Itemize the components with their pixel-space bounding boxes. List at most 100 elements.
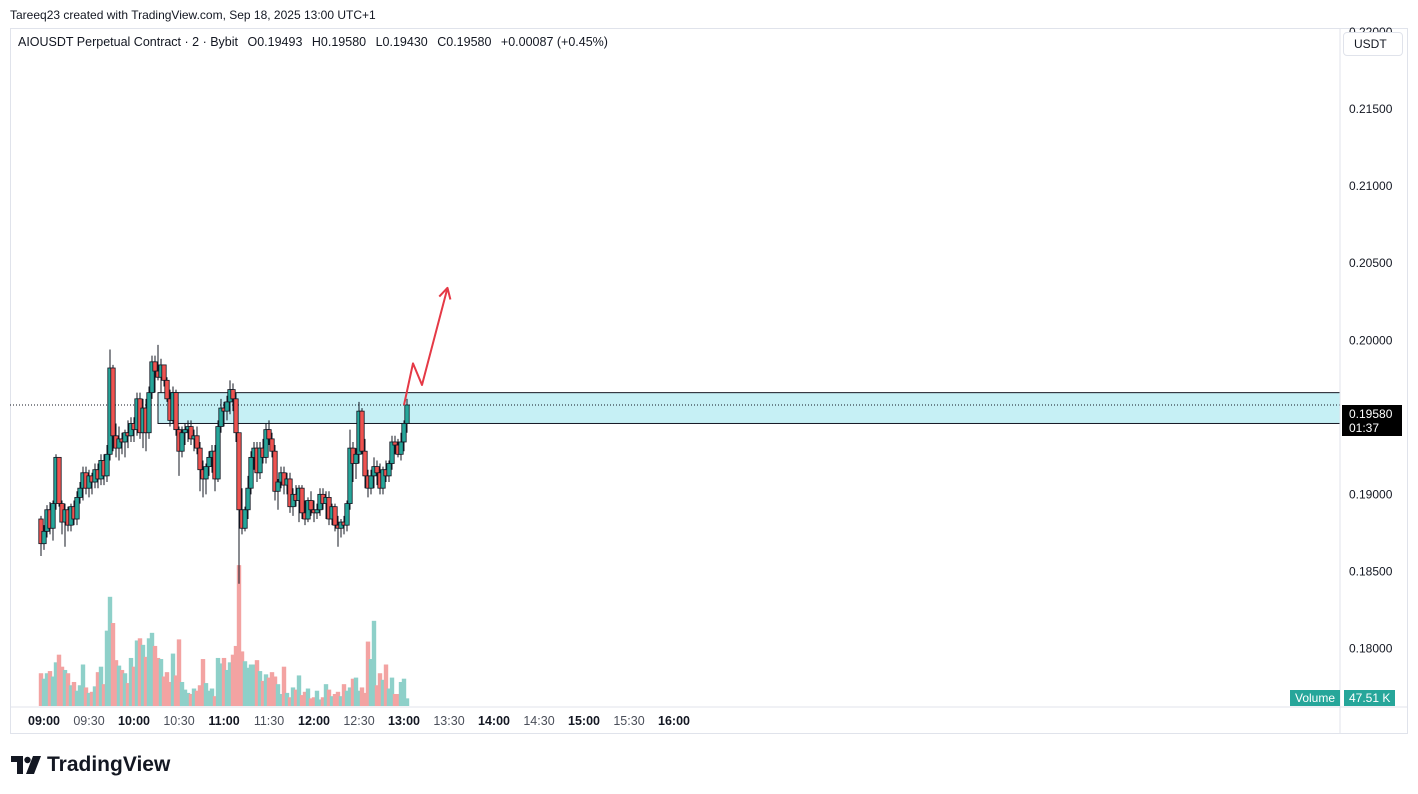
volume-bar	[104, 630, 110, 706]
candle-body	[50, 503, 56, 529]
volume-bar	[122, 673, 128, 706]
time-tick-label: 15:00	[568, 714, 600, 728]
candle-body	[230, 389, 236, 400]
volume-bar	[176, 639, 182, 706]
currency-button[interactable]: USDT	[1343, 32, 1403, 56]
volume-bar	[317, 699, 323, 706]
volume-bar	[242, 661, 248, 706]
tradingview-logo-icon	[11, 756, 41, 774]
volume-bar	[221, 657, 227, 706]
volume-bar	[125, 683, 131, 706]
price-tick-label: 0.21000	[1349, 179, 1393, 193]
volume-bar	[62, 669, 68, 706]
volume-bar	[401, 678, 407, 706]
volume-bar	[263, 674, 269, 706]
volume-bar	[398, 681, 404, 706]
volume-bar	[338, 696, 344, 706]
volume-bar	[335, 691, 341, 706]
volume-bar	[47, 671, 53, 706]
volume-bar	[374, 685, 380, 706]
candle-body	[188, 426, 194, 440]
volume-bar	[71, 681, 77, 706]
volume-bar	[113, 660, 119, 706]
volume-bar	[329, 696, 335, 706]
candle-body	[74, 497, 80, 520]
volume-bar	[128, 657, 134, 706]
candle-body	[236, 432, 242, 511]
volume-bar	[320, 697, 326, 706]
volume-bar	[395, 693, 401, 706]
volume-bar	[311, 697, 317, 706]
candle-body	[275, 481, 281, 492]
last-price-value: 0.19580	[1349, 407, 1393, 421]
candle-body	[362, 450, 368, 477]
bar-countdown: 01:37	[1349, 421, 1380, 435]
volume-bar	[386, 688, 392, 706]
volume-bar	[41, 678, 47, 706]
volume-bar	[56, 654, 62, 706]
volume-bar	[266, 677, 272, 706]
volume-bar	[77, 685, 83, 706]
candle-body	[161, 364, 167, 381]
time-tick-label: 15:30	[613, 714, 644, 728]
chart-credit: Tareeq23 created with TradingView.com, S…	[10, 8, 376, 22]
candle-body	[266, 429, 272, 440]
volume-bar	[359, 687, 365, 706]
volume-bar	[305, 688, 311, 706]
volume-bar	[344, 690, 350, 706]
volume-bar	[293, 689, 299, 706]
volume-bar	[326, 689, 332, 706]
candle-body	[77, 487, 83, 498]
resistance-zone-layer	[10, 392, 1341, 424]
volume-bar	[119, 669, 125, 706]
volume-bar	[182, 689, 188, 706]
projection-arrow-layer	[403, 286, 452, 406]
tradingview-logo[interactable]: TradingView	[11, 753, 170, 777]
candle-body	[104, 453, 110, 477]
volume-bar	[290, 687, 296, 706]
ohlc-open: O0.19493	[247, 35, 303, 49]
candle-body	[389, 441, 395, 464]
volume-bar	[383, 664, 389, 706]
price-tick-label: 0.18500	[1349, 564, 1393, 578]
candle-body	[146, 392, 152, 434]
volume-bar	[278, 693, 284, 706]
candle-body	[41, 530, 47, 545]
candle-body	[179, 432, 185, 452]
volume-bar	[152, 645, 158, 706]
candle-body	[401, 423, 407, 443]
candle-body	[380, 469, 386, 489]
volume-bar	[224, 669, 230, 706]
time-tick-label: 10:30	[163, 714, 194, 728]
chart-frame	[10, 28, 1408, 734]
volume-layer	[38, 565, 410, 706]
candle-body	[206, 456, 212, 468]
candle-body	[242, 509, 248, 529]
time-tick-label: 16:00	[658, 714, 690, 728]
ohlc-close: C0.19580	[437, 35, 492, 49]
volume-bar	[92, 686, 98, 706]
time-tick-label: 11:30	[254, 714, 284, 728]
time-tick-label: 14:30	[523, 714, 554, 728]
candle-body	[344, 503, 350, 526]
volume-bar	[377, 673, 383, 706]
candle-body	[218, 407, 224, 427]
volume-bar	[98, 666, 104, 706]
volume-bar	[350, 678, 356, 706]
candle-body	[269, 438, 275, 452]
volume-bar	[272, 676, 278, 706]
candle-body	[203, 466, 209, 480]
candle-body	[56, 456, 62, 505]
volume-bar	[146, 638, 152, 706]
volume-bar	[308, 698, 314, 706]
volume-bar	[83, 687, 89, 706]
brand-name: TradingView	[47, 753, 171, 776]
volume-bar	[284, 692, 290, 706]
candle-body	[392, 441, 398, 446]
time-tick-label: 12:00	[298, 714, 330, 728]
volume-bar	[95, 672, 101, 706]
candle-body	[368, 475, 374, 489]
symbol-name[interactable]: AIOUSDT Perpetual Contract · 2 · Bybit	[18, 35, 238, 49]
symbol-legend: AIOUSDT Perpetual Contract · 2 · Bybit O…	[18, 35, 614, 49]
